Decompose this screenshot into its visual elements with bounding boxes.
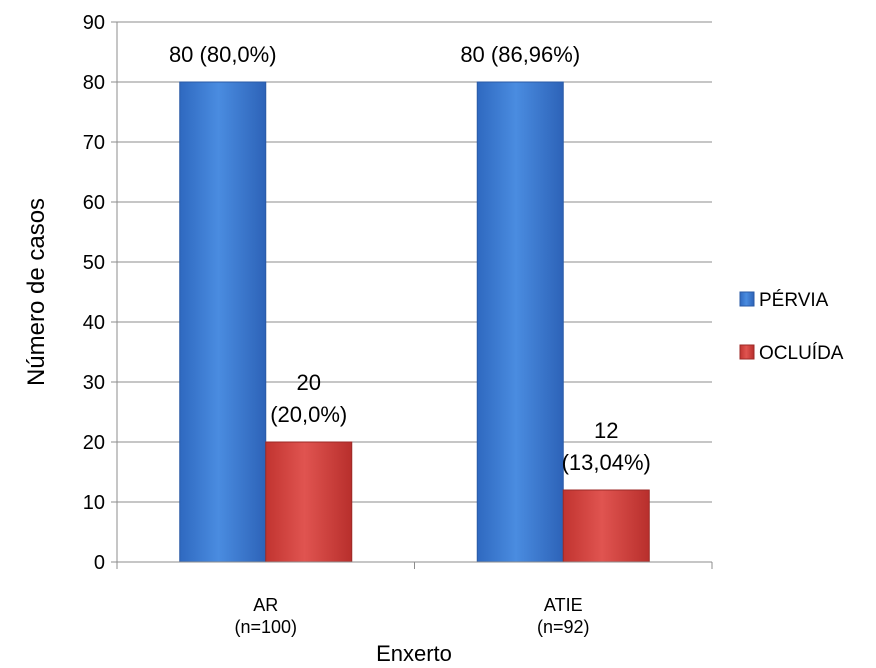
y-tick-label: 0 — [94, 552, 105, 574]
y-tick-label: 40 — [83, 312, 105, 334]
legend-swatch-pérvia — [739, 291, 755, 307]
data-label: 80 (86,96%) — [460, 42, 580, 67]
bar-pérvia-ar — [179, 81, 267, 563]
y-tick-label: 50 — [83, 252, 105, 274]
y-axis-title: Número de casos — [23, 198, 50, 386]
x-tick-label: ATIE — [544, 595, 583, 615]
legend-label-pérvia: PÉRVIA — [759, 290, 829, 311]
y-tick-label: 10 — [83, 492, 105, 514]
y-tick-label: 80 — [83, 72, 105, 94]
x-tick-sublabel: (n=92) — [537, 617, 590, 637]
x-axis-title: Enxerto — [376, 641, 452, 663]
y-tick-label: 60 — [83, 192, 105, 214]
data-label: (13,04%) — [562, 450, 651, 475]
data-label: 12 — [594, 418, 618, 443]
bar-ocluída-atie — [562, 489, 650, 563]
y-tick-label: 90 — [83, 12, 105, 34]
x-tick-label: AR — [253, 595, 278, 615]
data-label: (20,0%) — [270, 402, 347, 427]
y-tick-label: 70 — [83, 132, 105, 154]
data-label: 20 — [297, 370, 321, 395]
x-tick-sublabel: (n=100) — [234, 617, 297, 637]
legend-swatch-ocluída — [739, 344, 755, 360]
y-tick-label: 20 — [83, 432, 105, 454]
data-label: 80 (80,0%) — [169, 42, 277, 67]
bar-ocluída-ar — [265, 441, 353, 563]
bar-pérvia-atie — [476, 81, 564, 563]
legend-label-ocluída: OCLUÍDA — [759, 343, 844, 364]
y-tick-label: 30 — [83, 372, 105, 394]
